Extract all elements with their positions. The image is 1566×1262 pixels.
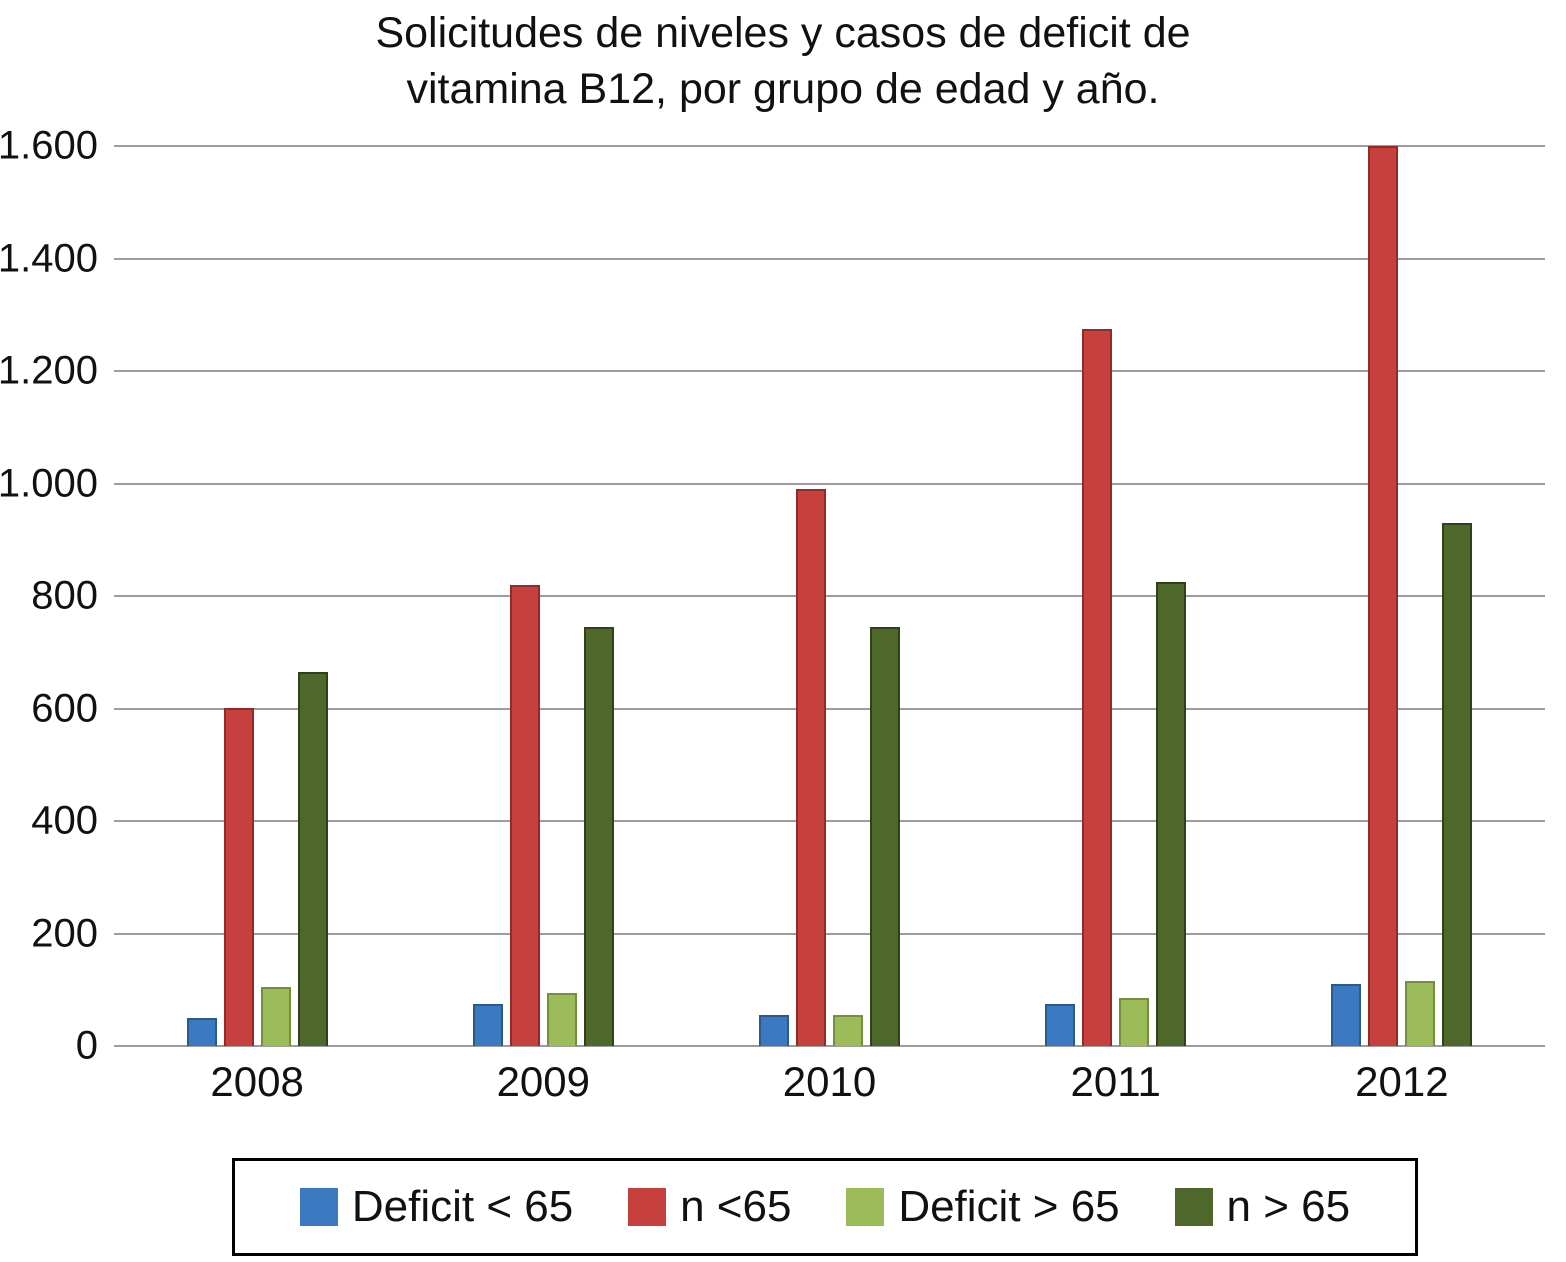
bar [833, 1015, 863, 1046]
legend: Deficit < 65 n <65 Deficit > 65 n > 65 [232, 1158, 1418, 1256]
legend-item: Deficit < 65 [299, 1182, 574, 1232]
y-tick-label: 800 [31, 573, 98, 618]
bar [759, 1015, 789, 1046]
bar [186, 1018, 217, 1046]
bar [870, 627, 900, 1046]
legend-swatch [846, 1188, 885, 1226]
bar-group-2008 [186, 146, 328, 1046]
legend-swatch [628, 1188, 667, 1226]
legend-item: Deficit > 65 [846, 1182, 1120, 1232]
bar [1368, 146, 1399, 1046]
y-tick-label: 1.000 [0, 461, 98, 505]
bar-group-2010 [759, 146, 900, 1046]
gridline [114, 257, 1545, 260]
bar [1442, 523, 1473, 1046]
y-tick-label: 0 [75, 1023, 98, 1068]
bar [1082, 329, 1113, 1046]
gridline [114, 932, 1545, 935]
plot-area [114, 145, 1545, 1047]
y-tick-label: 400 [31, 798, 98, 843]
bar-group-2012 [1331, 146, 1473, 1046]
legend-label: n <65 [680, 1182, 792, 1231]
y-tick-label: 1.400 [0, 236, 98, 280]
bar [796, 489, 826, 1046]
bar [297, 672, 328, 1046]
bar-group-2009 [472, 146, 614, 1046]
x-tick-label: 2010 [782, 1058, 877, 1105]
bar [1156, 582, 1187, 1046]
gridline [114, 370, 1545, 372]
x-tick-label: 2008 [210, 1058, 304, 1105]
legend-label: Deficit > 65 [898, 1182, 1120, 1231]
gridline [114, 707, 1545, 710]
gridline [114, 595, 1545, 597]
bar [583, 627, 614, 1046]
bar [223, 708, 254, 1046]
chart-title: Solicitudes de niveles y casos de defici… [0, 6, 1566, 118]
bar [1331, 984, 1362, 1046]
bar [509, 585, 540, 1046]
bar [546, 993, 577, 1046]
y-tick-label: 1.200 [0, 348, 98, 393]
legend-item: n <65 [628, 1182, 791, 1232]
bar-group-2011 [1045, 146, 1187, 1046]
legend-item: n > 65 [1174, 1182, 1351, 1232]
chart-title-line-1: Solicitudes de niveles y casos de defici… [375, 9, 1191, 57]
legend-label: Deficit < 65 [351, 1182, 574, 1231]
legend-swatch [1174, 1188, 1213, 1226]
bar [1119, 998, 1150, 1046]
bar [260, 987, 291, 1046]
bar [472, 1004, 503, 1046]
bar [1045, 1004, 1076, 1046]
y-tick-label: 1.600 [0, 123, 98, 168]
x-tick-label: 2009 [496, 1058, 591, 1105]
y-axis: 0 200 400 600 800 1.000 1.200 1.400 1.600 [0, 124, 104, 1068]
legend-label: n > 65 [1226, 1182, 1351, 1231]
x-axis: 2008 2009 2010 2011 2012 [114, 1058, 1545, 1114]
gridline [114, 482, 1545, 485]
x-tick-label: 2011 [1070, 1058, 1161, 1105]
bar [1405, 981, 1436, 1046]
legend-swatch [299, 1188, 338, 1226]
gridline [114, 145, 1545, 147]
chart-title-line-2: vitamina B12, por grupo de edad y año. [406, 64, 1160, 113]
y-tick-label: 200 [31, 911, 98, 955]
x-tick-label: 2012 [1355, 1058, 1449, 1105]
y-tick-label: 600 [31, 686, 98, 730]
gridline [114, 820, 1545, 822]
gridline [114, 1045, 1545, 1047]
